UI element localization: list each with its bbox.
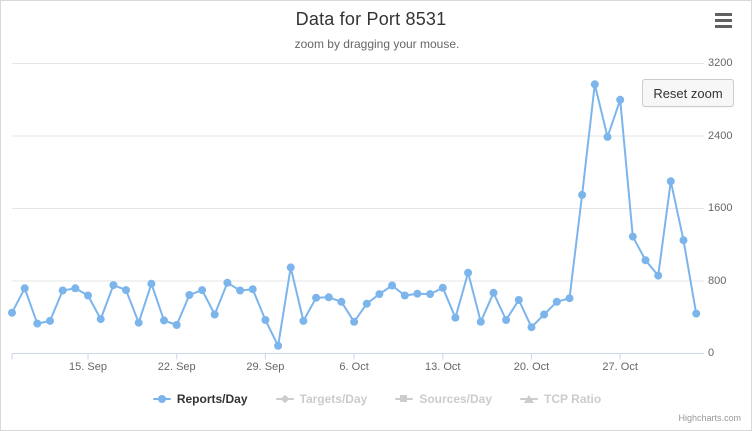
data-point-marker[interactable]: [109, 281, 118, 290]
data-point-marker[interactable]: [210, 310, 219, 319]
legend: Reports/Day Targets/Day Sources/Day TCP Rat…: [1, 389, 751, 409]
data-point-marker[interactable]: [426, 290, 435, 299]
data-point-marker[interactable]: [451, 313, 460, 322]
x-axis-label: 29. Sep: [246, 361, 285, 373]
data-point-marker[interactable]: [464, 268, 473, 277]
data-point-marker[interactable]: [616, 95, 625, 104]
y-axis-label: 3200: [708, 57, 733, 69]
x-axis-label: 15. Sep: [69, 361, 107, 373]
data-point-marker[interactable]: [590, 80, 599, 89]
data-point-marker[interactable]: [413, 289, 422, 298]
context-menu-button[interactable]: [709, 7, 737, 33]
x-axis-label: 13. Oct: [425, 361, 461, 373]
y-axis-label: 2400: [708, 129, 733, 142]
data-point-marker[interactable]: [274, 341, 283, 350]
data-point-marker[interactable]: [71, 284, 80, 293]
legend-label: Targets/Day: [299, 392, 368, 406]
data-point-marker[interactable]: [438, 283, 447, 292]
data-point-marker[interactable]: [641, 256, 650, 265]
y-axis-label: 800: [708, 274, 727, 287]
data-point-marker[interactable]: [654, 271, 663, 280]
diamond-marker-icon: [275, 393, 294, 405]
reset-zoom-button[interactable]: Reset zoom: [642, 79, 734, 107]
x-axis-label: 27. Oct: [602, 361, 638, 373]
credits-link[interactable]: Highcharts.com: [678, 413, 741, 423]
data-point-marker[interactable]: [172, 321, 181, 329]
data-point-marker[interactable]: [46, 316, 54, 325]
legend-item-targets-day[interactable]: Targets/Day: [275, 392, 368, 406]
series-line: [11, 83, 698, 347]
data-point-marker[interactable]: [666, 177, 675, 186]
data-point-marker[interactable]: [134, 318, 143, 327]
data-point-marker[interactable]: [286, 263, 295, 272]
data-point-marker[interactable]: [502, 316, 511, 324]
data-point-marker[interactable]: [350, 317, 359, 326]
data-point-marker[interactable]: [20, 284, 29, 293]
data-point-marker[interactable]: [679, 236, 688, 245]
data-point-marker[interactable]: [692, 309, 701, 318]
legend-item-sources-day[interactable]: Sources/Day: [395, 392, 492, 406]
x-axis-label: 22. Sep: [157, 361, 196, 373]
triangle-marker-icon: [520, 393, 539, 405]
data-point-marker[interactable]: [84, 291, 92, 300]
data-point-marker[interactable]: [628, 232, 637, 241]
data-point-marker[interactable]: [603, 132, 612, 141]
legend-item-reports-day[interactable]: Reports/Day: [152, 392, 248, 406]
data-point-marker[interactable]: [552, 297, 561, 306]
data-point-marker[interactable]: [540, 310, 549, 319]
data-point-marker[interactable]: [476, 317, 485, 326]
data-point-marker[interactable]: [248, 285, 257, 294]
data-point-marker[interactable]: [160, 316, 168, 325]
data-point-marker[interactable]: [362, 299, 371, 308]
data-point-marker[interactable]: [261, 316, 270, 324]
legend-label: Reports/Day: [176, 392, 248, 406]
chart-subtitle: zoom by dragging your mouse.: [294, 37, 460, 51]
data-point-marker[interactable]: [299, 316, 308, 325]
hamburger-menu-icon: [714, 12, 732, 28]
data-point-marker[interactable]: [527, 323, 536, 332]
legend-label: Sources/Day: [419, 392, 493, 406]
data-point-marker[interactable]: [489, 288, 498, 297]
data-point-marker[interactable]: [147, 279, 156, 288]
data-point-marker[interactable]: [122, 286, 130, 295]
data-point-marker[interactable]: [578, 190, 587, 199]
data-point-marker[interactable]: [565, 294, 574, 303]
data-point-marker[interactable]: [337, 297, 346, 306]
data-point-marker[interactable]: [236, 286, 245, 295]
data-point-marker[interactable]: [58, 286, 67, 295]
data-point-marker[interactable]: [198, 286, 207, 295]
data-point-marker[interactable]: [185, 291, 194, 299]
square-marker-icon: [395, 393, 414, 405]
data-point-marker[interactable]: [223, 278, 232, 287]
chart-title: Data for Port 8531: [295, 9, 447, 29]
data-point-marker[interactable]: [8, 308, 16, 317]
data-point-marker[interactable]: [324, 293, 333, 302]
circle-marker-icon: [152, 393, 171, 405]
x-axis-label: 20. Oct: [513, 361, 550, 373]
data-point-marker[interactable]: [375, 290, 384, 299]
y-axis-label: 0: [708, 347, 715, 359]
data-point-marker[interactable]: [400, 291, 409, 300]
data-point-marker[interactable]: [514, 296, 523, 304]
legend-label: TCP Ratio: [544, 392, 602, 406]
x-axis-label: 6. Oct: [339, 361, 369, 373]
data-point-marker[interactable]: [33, 319, 42, 328]
legend-item-tcp-ratio[interactable]: TCP Ratio: [520, 392, 601, 406]
y-axis-label: 1600: [708, 202, 733, 214]
data-point-marker[interactable]: [96, 315, 105, 324]
data-point-marker[interactable]: [388, 281, 397, 290]
data-point-marker[interactable]: [312, 293, 321, 302]
